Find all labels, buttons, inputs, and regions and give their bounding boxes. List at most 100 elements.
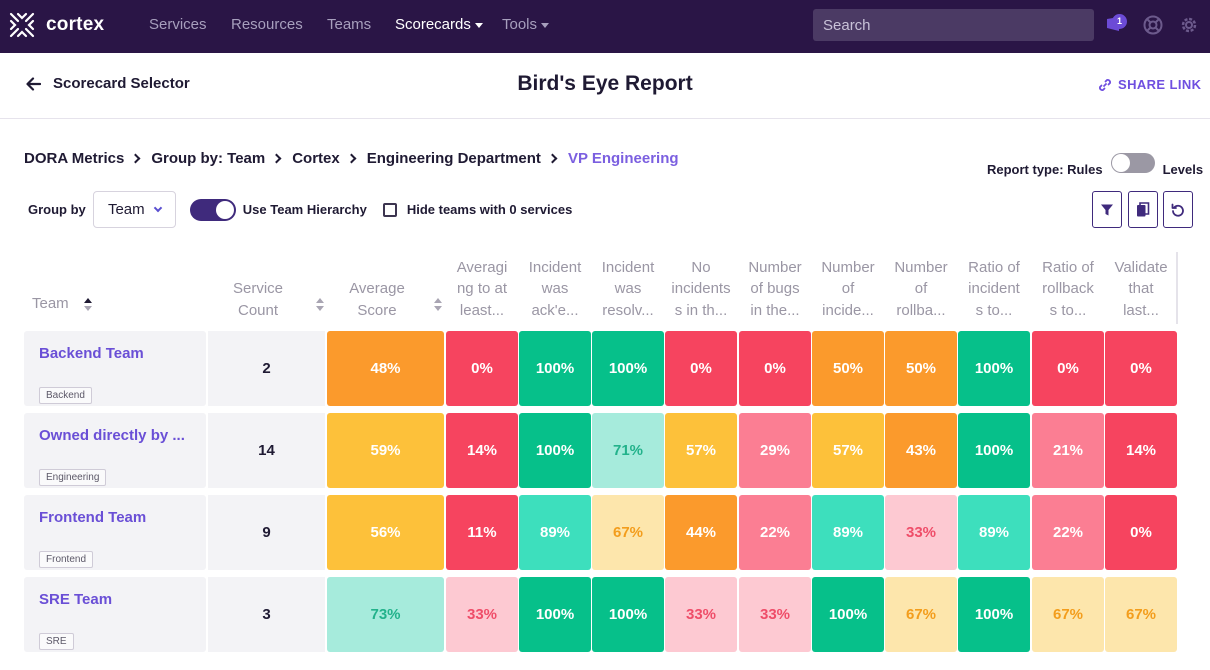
report-type-toggle[interactable]	[1110, 152, 1155, 173]
header-line: rollba...	[896, 301, 946, 319]
back-to-scorecard-selector[interactable]: Scorecard Selector	[26, 75, 190, 92]
average-score-cell[interactable]: 48%	[327, 331, 444, 406]
rule-score-cell[interactable]: 100%	[592, 331, 664, 406]
rule-score-cell[interactable]: 100%	[958, 413, 1030, 488]
rule-score-cell[interactable]: 67%	[1032, 577, 1104, 652]
rule-score-cell[interactable]: 100%	[958, 331, 1030, 406]
breadcrumb-cortex[interactable]: Cortex	[292, 150, 340, 167]
nav-resources[interactable]: Resources	[231, 16, 303, 33]
link-icon	[1099, 78, 1111, 91]
rule-score-cell[interactable]: 89%	[519, 495, 591, 570]
nav-teams[interactable]: Teams	[327, 16, 372, 33]
cortex-logo[interactable]: cortex	[8, 11, 104, 39]
column-header-rule[interactable]: No incidents s in th...	[665, 252, 737, 324]
rule-score-cell[interactable]: 22%	[1032, 495, 1104, 570]
rule-score-cell[interactable]: 33%	[885, 495, 957, 570]
header-line: Averagi	[456, 258, 508, 276]
rule-score-cell[interactable]: 100%	[958, 577, 1030, 652]
team-hierarchy-label: Use Team Hierarchy	[242, 202, 367, 217]
team-name-link[interactable]: Frontend Team	[39, 509, 147, 526]
rule-score-cell[interactable]: 57%	[812, 413, 884, 488]
sort-team-icon[interactable]	[84, 298, 94, 311]
rule-score-cell[interactable]: 14%	[1105, 413, 1177, 488]
rule-score-cell[interactable]: 100%	[592, 577, 664, 652]
team-hierarchy-toggle[interactable]	[189, 198, 236, 221]
table-header-scrollbar[interactable]	[1176, 252, 1178, 324]
column-header-rule[interactable]: Number of rollba...	[885, 252, 957, 324]
rule-score-cell[interactable]: 29%	[739, 413, 811, 488]
rule-score-cell[interactable]: 100%	[519, 577, 591, 652]
rule-score-cell[interactable]: 67%	[1105, 577, 1177, 652]
column-header-rule[interactable]: Ratio of incident s to...	[958, 252, 1030, 324]
column-header-rule[interactable]: Ratio of rollback s to...	[1032, 252, 1104, 324]
average-score-cell[interactable]: 59%	[327, 413, 444, 488]
rule-score-cell[interactable]: 71%	[592, 413, 664, 488]
column-header-rule[interactable]: Number of incide...	[812, 252, 884, 324]
copy-button[interactable]	[1128, 191, 1158, 228]
rule-score-cell[interactable]: 21%	[1032, 413, 1104, 488]
share-link-button[interactable]: SHARE LINK	[1098, 77, 1201, 92]
column-header-team[interactable]: Team	[24, 252, 174, 324]
column-header-rule[interactable]: Incident was ack'e...	[519, 252, 591, 324]
rule-score-cell[interactable]: 67%	[885, 577, 957, 652]
rule-score-cell[interactable]: 0%	[1105, 331, 1177, 406]
group-by-select[interactable]: Team	[92, 191, 176, 228]
rule-score-cell[interactable]: 100%	[519, 331, 591, 406]
breadcrumb-scorecard[interactable]: DORA Metrics	[24, 150, 125, 167]
rule-score-cell[interactable]: 50%	[885, 331, 957, 406]
column-header-rule[interactable]: Averagi ng to at least...	[446, 252, 518, 324]
hide-empty-teams-checkbox[interactable]	[382, 202, 397, 217]
rule-score-cell[interactable]: 22%	[739, 495, 811, 570]
team-name-link[interactable]: Owned directly by ...	[39, 427, 185, 444]
team-cell: SRE Team SRE	[24, 577, 206, 652]
filter-button[interactable]	[1092, 191, 1122, 228]
rule-score-cell[interactable]: 11%	[446, 495, 518, 570]
rule-score-cell[interactable]: 67%	[592, 495, 664, 570]
rule-score-cell[interactable]: 57%	[665, 413, 737, 488]
breadcrumb-group-by[interactable]: Group by: Team	[151, 150, 266, 167]
column-header-average-score[interactable]: Average Score	[337, 252, 417, 324]
header-line: was	[614, 280, 642, 297]
help-icon[interactable]	[1142, 14, 1164, 36]
column-header-team-label: Team	[32, 294, 69, 312]
column-header-rule[interactable]: Validate that last...	[1105, 252, 1177, 324]
rule-score-cell[interactable]: 0%	[665, 331, 737, 406]
rule-score-cell[interactable]: 0%	[739, 331, 811, 406]
rule-score-cell[interactable]: 89%	[958, 495, 1030, 570]
rule-score-cell[interactable]: 50%	[812, 331, 884, 406]
nav-scorecards[interactable]: Scorecards	[395, 16, 483, 33]
nav-services[interactable]: Services	[149, 16, 207, 33]
report-type-switch: Report type: Rules Levels	[987, 148, 1203, 177]
rule-score-cell[interactable]: 0%	[1032, 331, 1104, 406]
sort-average-score-icon[interactable]	[434, 298, 444, 311]
rule-score-cell[interactable]: 43%	[885, 413, 957, 488]
rule-score-cell[interactable]: 33%	[446, 577, 518, 652]
average-score-cell[interactable]: 56%	[327, 495, 444, 570]
sort-service-count-icon[interactable]	[316, 298, 326, 311]
average-score-cell[interactable]: 73%	[327, 577, 444, 652]
rule-score-cell[interactable]: 100%	[519, 413, 591, 488]
team-name-link[interactable]: Backend Team	[39, 345, 144, 362]
rule-score-cell[interactable]: 0%	[1105, 495, 1177, 570]
column-header-rule[interactable]: Incident was resolv...	[592, 252, 664, 324]
column-header-rule[interactable]: Number of bugs in the...	[739, 252, 811, 324]
rule-score-cell[interactable]: 33%	[665, 577, 737, 652]
breadcrumb-engineering-department[interactable]: Engineering Department	[366, 150, 541, 167]
header-line: Average	[349, 280, 405, 297]
header-line: incidents	[671, 280, 731, 297]
search-input[interactable]	[813, 9, 1094, 41]
rule-score-cell[interactable]: 0%	[446, 331, 518, 406]
header-line: Service	[232, 280, 284, 297]
team-name-link[interactable]: SRE Team	[39, 591, 113, 608]
rule-score-cell[interactable]: 89%	[812, 495, 884, 570]
column-header-service-count[interactable]: Service Count	[218, 252, 298, 324]
rule-score-cell[interactable]: 33%	[739, 577, 811, 652]
gear-icon[interactable]	[1178, 14, 1200, 36]
rule-score-cell[interactable]: 44%	[665, 495, 737, 570]
rule-score-cell[interactable]: 100%	[812, 577, 884, 652]
reset-button[interactable]	[1163, 191, 1193, 228]
rule-score-cell[interactable]: 14%	[446, 413, 518, 488]
sort-down-icon	[316, 306, 324, 311]
sort-down-icon	[84, 306, 92, 311]
nav-tools[interactable]: Tools	[502, 16, 550, 33]
